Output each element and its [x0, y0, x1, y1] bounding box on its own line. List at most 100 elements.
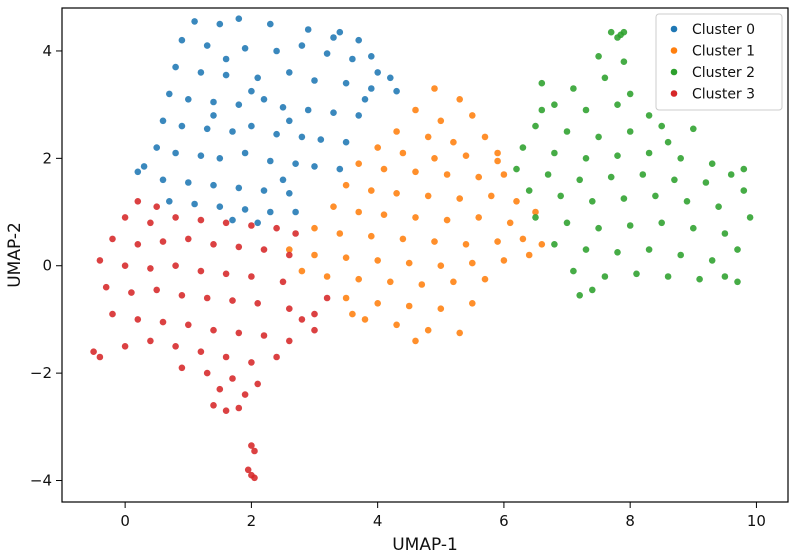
- data-point: [172, 262, 179, 270]
- data-point: [172, 149, 179, 157]
- data-point: [582, 155, 590, 162]
- data-point: [267, 157, 274, 165]
- data-point: [286, 69, 293, 76]
- data-point: [513, 198, 520, 205]
- data-point: [222, 71, 230, 79]
- data-point: [210, 112, 217, 119]
- data-point: [437, 262, 445, 270]
- data-point: [601, 273, 609, 280]
- data-point: [342, 181, 350, 189]
- x-tick-label: 10: [747, 512, 766, 530]
- data-point: [589, 198, 596, 205]
- data-point: [399, 235, 407, 243]
- y-tick-label: 4: [42, 42, 52, 60]
- data-point: [248, 222, 255, 229]
- data-point: [614, 152, 621, 159]
- data-point: [134, 316, 142, 323]
- data-point: [437, 117, 445, 125]
- data-point: [153, 203, 160, 210]
- data-point: [475, 214, 483, 221]
- data-point: [323, 294, 331, 302]
- data-point: [450, 138, 457, 146]
- data-point: [235, 243, 243, 251]
- data-point: [393, 190, 400, 197]
- data-point: [368, 85, 375, 92]
- data-point: [506, 219, 514, 227]
- data-point: [222, 55, 230, 63]
- points-layer: [90, 15, 754, 482]
- data-point: [374, 300, 382, 307]
- data-point: [601, 74, 609, 82]
- data-point: [191, 18, 198, 25]
- data-point: [251, 474, 258, 482]
- legend-label: Cluster 0: [692, 22, 755, 38]
- data-point: [431, 155, 438, 162]
- data-point: [645, 112, 653, 119]
- data-point: [317, 136, 325, 143]
- data-point: [664, 273, 672, 280]
- data-point: [582, 246, 590, 253]
- data-point: [633, 270, 640, 278]
- data-point: [311, 310, 318, 318]
- data-point: [248, 442, 255, 449]
- data-point: [279, 176, 287, 184]
- data-point: [248, 359, 255, 366]
- data-point: [298, 267, 306, 275]
- data-point: [248, 87, 255, 95]
- data-point: [185, 321, 192, 329]
- data-point: [677, 251, 684, 259]
- data-point: [248, 273, 255, 280]
- data-point: [614, 101, 621, 108]
- data-point: [462, 241, 470, 248]
- data-point: [304, 26, 312, 33]
- data-point: [235, 404, 243, 412]
- data-point: [254, 380, 261, 388]
- data-point: [538, 79, 546, 87]
- data-point: [570, 267, 577, 275]
- data-point: [235, 329, 243, 337]
- data-point: [216, 203, 224, 210]
- data-point: [286, 305, 293, 313]
- x-tick-label: 4: [373, 512, 383, 530]
- data-point: [658, 122, 665, 130]
- legend-marker: [670, 90, 678, 97]
- data-point: [260, 187, 268, 194]
- data-point: [368, 232, 375, 240]
- data-point: [557, 192, 564, 200]
- data-point: [551, 149, 558, 157]
- data-point: [671, 176, 678, 184]
- data-point: [551, 101, 558, 108]
- data-point: [172, 63, 179, 71]
- data-point: [645, 149, 653, 157]
- data-point: [412, 337, 419, 345]
- data-point: [121, 214, 129, 221]
- data-point: [570, 85, 577, 92]
- data-point: [216, 155, 224, 162]
- data-point: [405, 302, 413, 310]
- data-point: [412, 168, 419, 176]
- data-point: [216, 20, 224, 28]
- data-point: [342, 138, 350, 146]
- series-cluster-0: [134, 15, 400, 227]
- data-point: [734, 278, 741, 286]
- data-point: [702, 179, 710, 186]
- data-point: [677, 155, 684, 162]
- data-point: [607, 28, 615, 36]
- data-point: [620, 28, 628, 36]
- data-point: [254, 219, 261, 227]
- data-point: [323, 273, 331, 280]
- data-point: [443, 216, 451, 224]
- y-tick-label: 0: [42, 257, 52, 275]
- data-point: [216, 385, 224, 393]
- legend-label: Cluster 1: [692, 44, 755, 60]
- data-point: [424, 133, 432, 141]
- data-point: [626, 222, 634, 229]
- data-point: [147, 337, 154, 345]
- data-point: [229, 216, 236, 224]
- y-tick-label: 2: [42, 149, 52, 167]
- data-point: [311, 163, 318, 170]
- data-point: [708, 160, 716, 167]
- plot-frame: [61, 7, 789, 503]
